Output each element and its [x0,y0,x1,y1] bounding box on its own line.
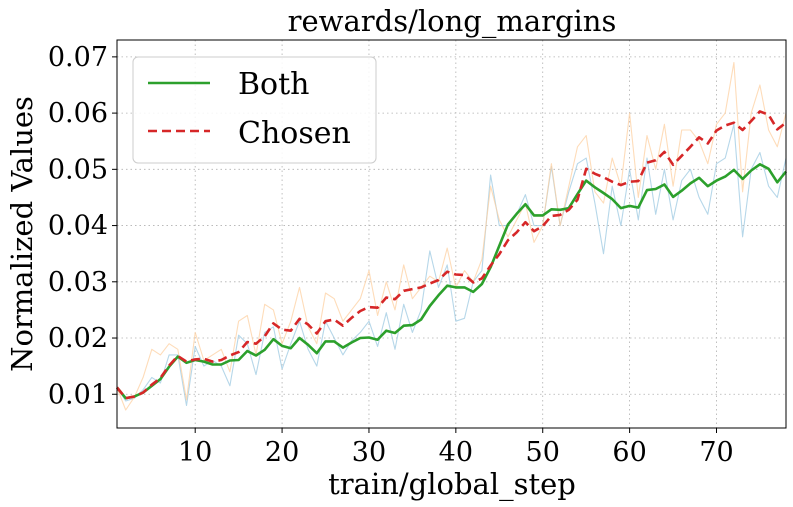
y-tick-label: 0.06 [48,98,108,129]
y-axis-ticks: 0.01 0.02 0.03 0.04 0.05 0.06 0.07 [48,42,117,410]
raw-series-line-0 [116,123,787,407]
y-tick-label: 0.01 [48,379,108,410]
legend: Both Chosen [132,56,377,164]
x-tick-label: 70 [699,437,733,468]
raw-series-line-1 [116,61,787,411]
y-tick-label: 0.07 [48,42,108,73]
x-tick-label: 10 [178,437,212,468]
y-tick-label: 0.02 [48,323,108,354]
y-tick-label: 0.04 [48,211,108,242]
raw-series-lines [116,61,787,411]
legend-label-both: Both [238,67,309,102]
x-axis-label: train/global_step [328,467,576,502]
x-tick-label: 60 [612,437,646,468]
series-line-both [115,163,788,400]
plot-frame [116,39,787,429]
chart-title: rewards/long_margins [288,4,617,39]
x-tick-label: 30 [352,437,386,468]
y-axis-label: Normalized Values [5,96,39,372]
legend-label-chosen: Chosen [238,116,351,151]
x-tick-label: 20 [265,437,299,468]
x-tick-label: 50 [526,437,560,468]
y-tick-label: 0.03 [48,267,108,298]
x-axis-ticks: 10 20 30 40 50 60 70 [178,428,734,468]
series-lines [115,110,788,400]
y-tick-label: 0.05 [48,154,108,185]
x-tick-label: 40 [439,437,473,468]
grid [117,40,786,428]
